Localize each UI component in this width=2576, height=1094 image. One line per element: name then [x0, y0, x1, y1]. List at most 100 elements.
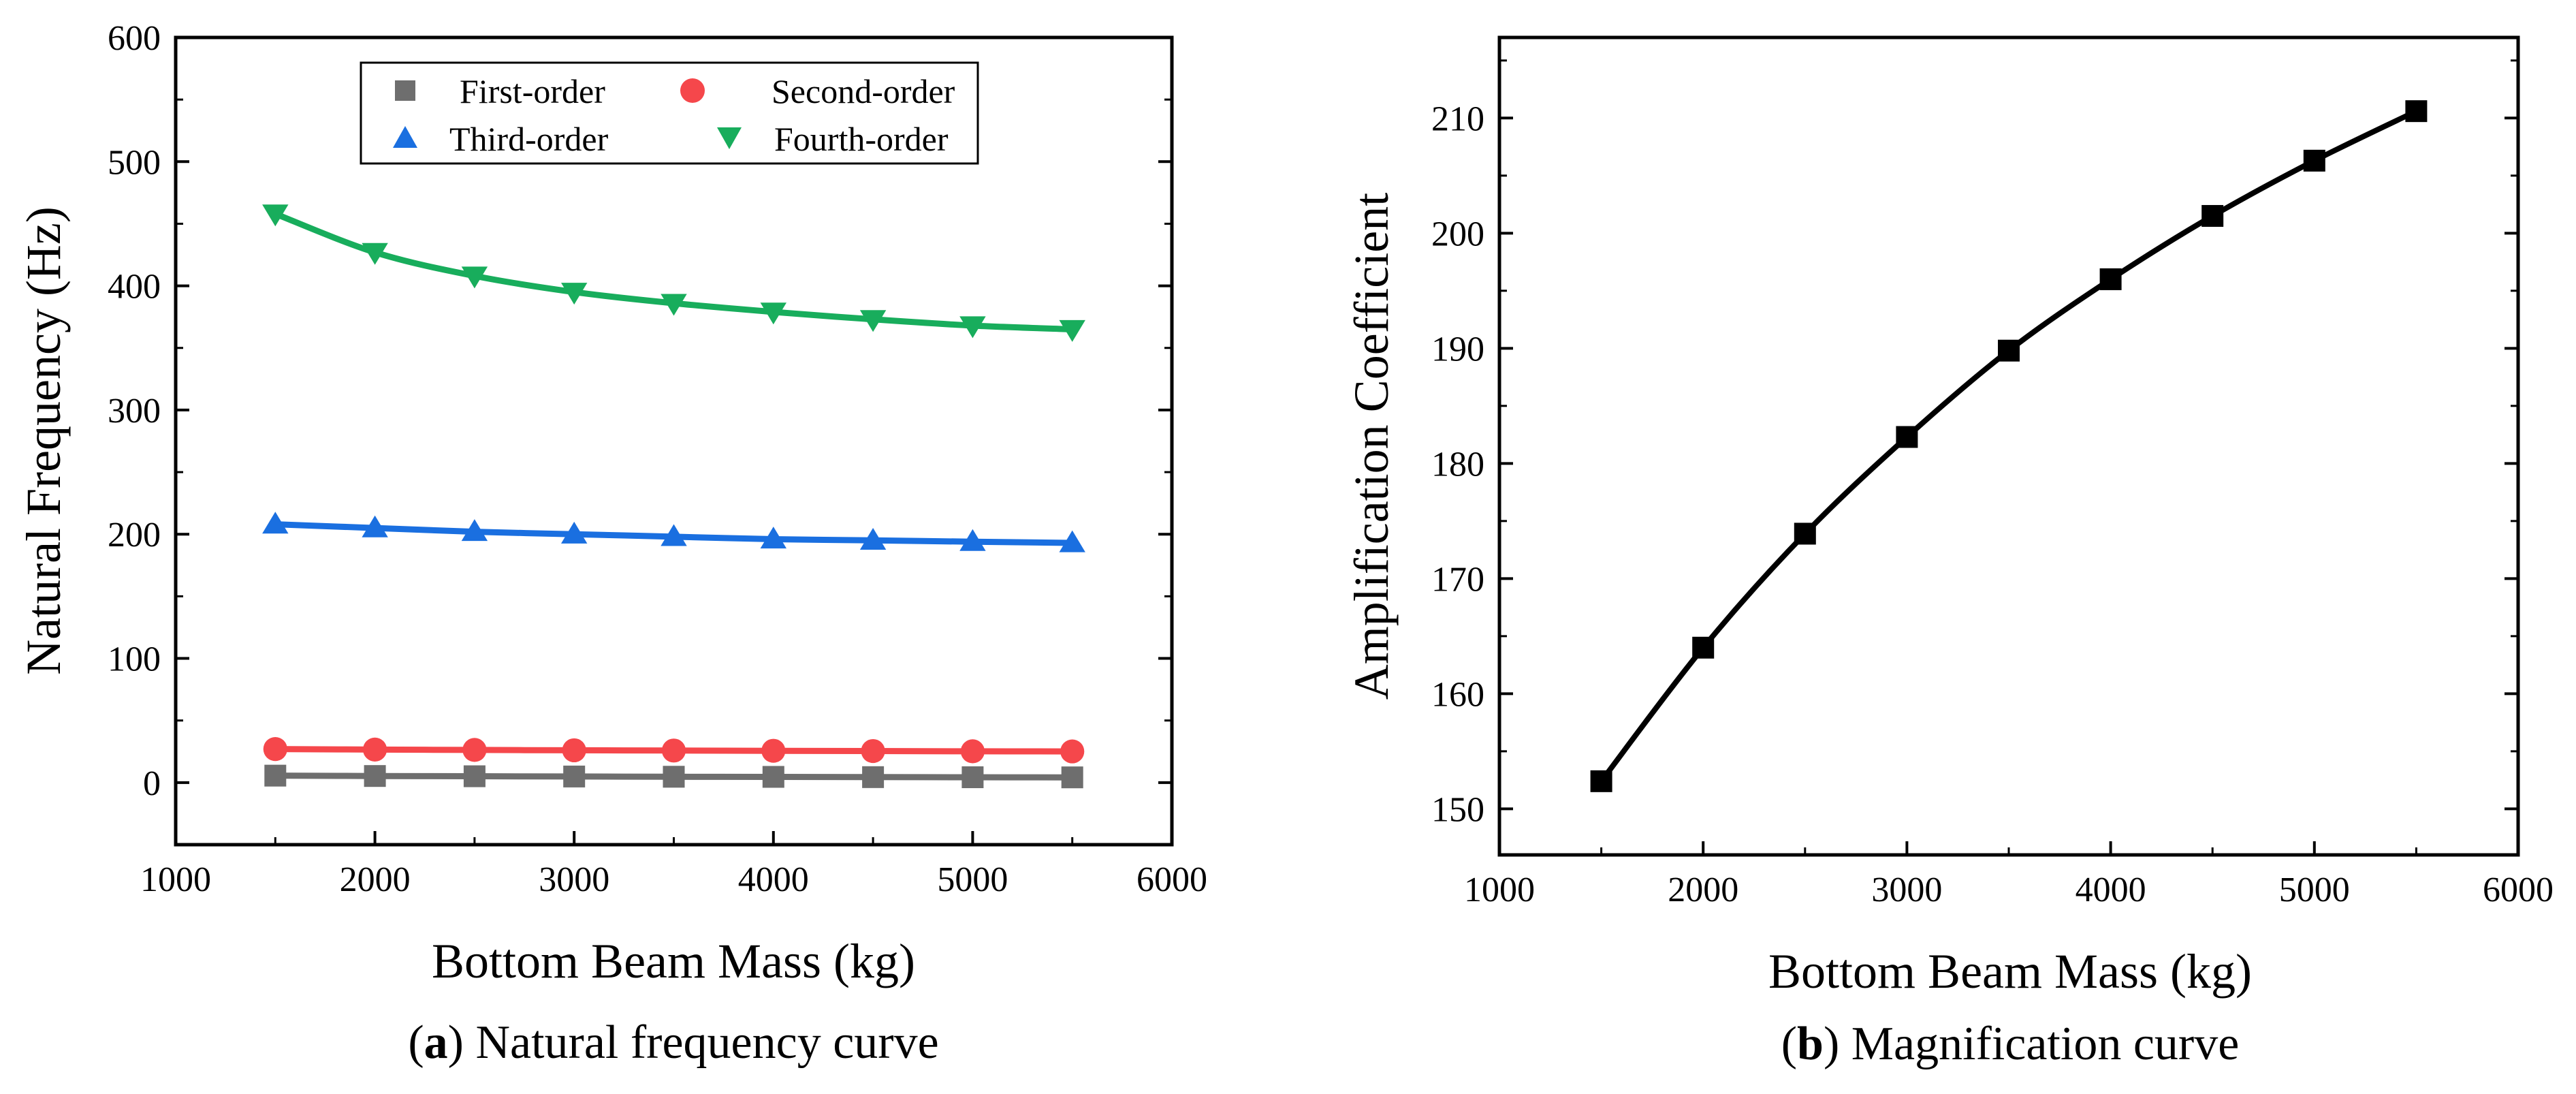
- panel-a-caption-letter: a: [424, 1016, 448, 1069]
- panel-a-ytick-label: 200: [108, 516, 161, 554]
- panel-a-point-first-order: [364, 765, 386, 787]
- panel-b-point-amplification-coefficient: [2099, 268, 2122, 290]
- legend-label-first-order: First-order: [460, 72, 605, 110]
- panel-a-point-fourth-order: [661, 294, 687, 316]
- panel-a-point-fourth-order: [262, 204, 289, 227]
- panel-a-xtick-label: 6000: [1136, 860, 1207, 899]
- panel-b-xlabel: Bottom Beam Mass (kg): [1768, 944, 2252, 999]
- panel-b-series-line-amplification-coefficient: [1598, 108, 2419, 784]
- panel-a-point-third-order: [461, 519, 488, 542]
- panel-a-xtick-label: 3000: [539, 860, 609, 899]
- panel-a-point-fourth-order: [362, 243, 388, 265]
- legend-marker-third-order: [393, 126, 417, 148]
- legend-marker-first-order: [395, 80, 415, 101]
- panel-b-series: [1590, 100, 2428, 792]
- panel-a-point-second-order: [363, 737, 387, 762]
- panel-b-magnification: 1000 2000 3000 4000 5000 6000 150 160 170 180 190 2…: [1344, 35, 2554, 1070]
- panel-b-point-amplification-coefficient: [2201, 204, 2224, 227]
- panel-a-ytick-label: 300: [108, 392, 161, 431]
- panel-b-point-amplification-coefficient: [1692, 636, 1715, 659]
- panel-a-caption: (a) Natural frequency curve: [408, 1016, 938, 1069]
- panel-b-xtick-label: 1000: [1464, 871, 1535, 909]
- panel-b-ytick-label: 150: [1431, 790, 1484, 829]
- panel-a-point-fourth-order: [959, 316, 986, 339]
- panel-a-series: [262, 204, 1085, 789]
- panel-a-point-third-order: [661, 524, 687, 546]
- panel-b-caption-text: Magnification curve: [1851, 1018, 2240, 1070]
- panel-b-point-amplification-coefficient: [2303, 149, 2325, 172]
- panel-b-ytick-label: 190: [1431, 330, 1484, 369]
- panel-a-point-first-order: [264, 764, 287, 787]
- panel-a-ytick-label: 100: [108, 640, 161, 679]
- panel-b-caption: (b) Magnification curve: [1781, 1018, 2240, 1070]
- panel-a-point-second-order: [761, 738, 786, 763]
- panel-b-ytick-label: 200: [1431, 215, 1484, 253]
- panel-a-point-first-order: [663, 766, 685, 788]
- panel-a-xtick-label: 5000: [937, 860, 1008, 899]
- panel-b-xtick-label: 6000: [2483, 871, 2554, 909]
- panel-a-caption-text: Natural frequency curve: [475, 1016, 938, 1069]
- panel-a-legend: First-order Second-order Third-order Fou…: [360, 61, 979, 165]
- panel-a-point-fourth-order: [1059, 319, 1085, 342]
- panel-a-natural-frequency: 1000 2000 3000 4000 5000 6000 0 100 200 300 400 500…: [16, 19, 1207, 1069]
- panel-b-xtick-label: 3000: [1871, 871, 1942, 909]
- panel-a-point-fourth-order: [461, 266, 488, 289]
- panel-a-point-third-order: [262, 512, 289, 534]
- panel-a-point-first-order: [862, 766, 885, 788]
- panel-b-point-amplification-coefficient: [1794, 522, 1816, 545]
- legend-marker-second-order: [680, 78, 705, 103]
- panel-a-point-third-order: [1059, 530, 1085, 552]
- panel-b-ytick-label: 170: [1431, 560, 1484, 599]
- panel-a-xtick-label: 2000: [340, 860, 411, 899]
- panel-b-ytick-label: 180: [1431, 445, 1484, 484]
- panel-a-point-second-order: [960, 739, 985, 764]
- panel-a-ytick-label: 400: [108, 268, 161, 307]
- panel-a-point-fourth-order: [561, 283, 588, 305]
- panel-a-point-second-order: [562, 738, 586, 763]
- panel-a-point-first-order: [762, 766, 784, 788]
- panel-a-point-first-order: [1061, 766, 1083, 789]
- panel-a-point-third-order: [760, 527, 786, 549]
- panel-b-point-amplification-coefficient: [1998, 339, 2020, 362]
- panel-a-point-first-order: [563, 765, 586, 787]
- panel-a-point-second-order: [462, 738, 487, 762]
- panel-b-ylabel: Amplification Coefficient: [1344, 193, 1399, 700]
- panel-a-point-fourth-order: [760, 302, 786, 325]
- panel-b-point-amplification-coefficient: [2405, 100, 2428, 123]
- panel-b-point-amplification-coefficient: [1590, 770, 1612, 792]
- panel-a-ytick-label: 500: [108, 143, 161, 182]
- panel-a-ytick-label: 0: [143, 764, 161, 803]
- panel-b-ytick-label: 210: [1431, 99, 1484, 138]
- panel-a-point-first-order: [961, 766, 984, 789]
- panel-b-caption-letter: b: [1797, 1018, 1824, 1070]
- panel-a-point-third-order: [362, 515, 388, 537]
- panel-a-xlabel: Bottom Beam Mass (kg): [432, 934, 915, 988]
- panel-a-plot-frame: [174, 35, 1174, 847]
- legend-label-fourth-order: Fourth-order: [774, 120, 949, 158]
- panel-b-xtick-label: 2000: [1668, 871, 1738, 909]
- panel-a-point-third-order: [561, 521, 588, 544]
- panel-a-point-second-order: [1060, 739, 1085, 764]
- legend-frame: [360, 61, 979, 165]
- panel-a-point-third-order: [859, 527, 887, 550]
- panel-b-xtick-label: 5000: [2279, 871, 2350, 909]
- panel-a-xtick-label: 4000: [738, 860, 809, 899]
- legend-label-third-order: Third-order: [449, 120, 609, 158]
- panel-a-ytick-label: 600: [108, 19, 161, 58]
- panel-b-xtick-label: 4000: [2076, 871, 2146, 909]
- panel-a-point-third-order: [959, 529, 986, 551]
- panel-b-plot-frame: [1497, 35, 2520, 857]
- legend-label-second-order: Second-order: [772, 72, 955, 110]
- panel-b-point-amplification-coefficient: [1896, 426, 1918, 448]
- panel-a-point-second-order: [861, 738, 885, 764]
- panel-a-point-second-order: [661, 738, 686, 763]
- panel-a-point-first-order: [463, 765, 486, 787]
- panel-a-ticks: 1000 2000 3000 4000 5000 6000 0 100 200 300 400 500…: [108, 19, 1207, 899]
- panel-a-xtick-label: 1000: [140, 860, 211, 899]
- panel-b-ticks: 1000 2000 3000 4000 5000 6000 150 160 170 180 190 2…: [1431, 59, 2554, 909]
- panel-a-point-second-order: [263, 737, 287, 762]
- legend-marker-fourth-order: [717, 127, 742, 149]
- panel-b-ytick-label: 160: [1431, 675, 1484, 714]
- panel-a-point-fourth-order: [859, 310, 887, 332]
